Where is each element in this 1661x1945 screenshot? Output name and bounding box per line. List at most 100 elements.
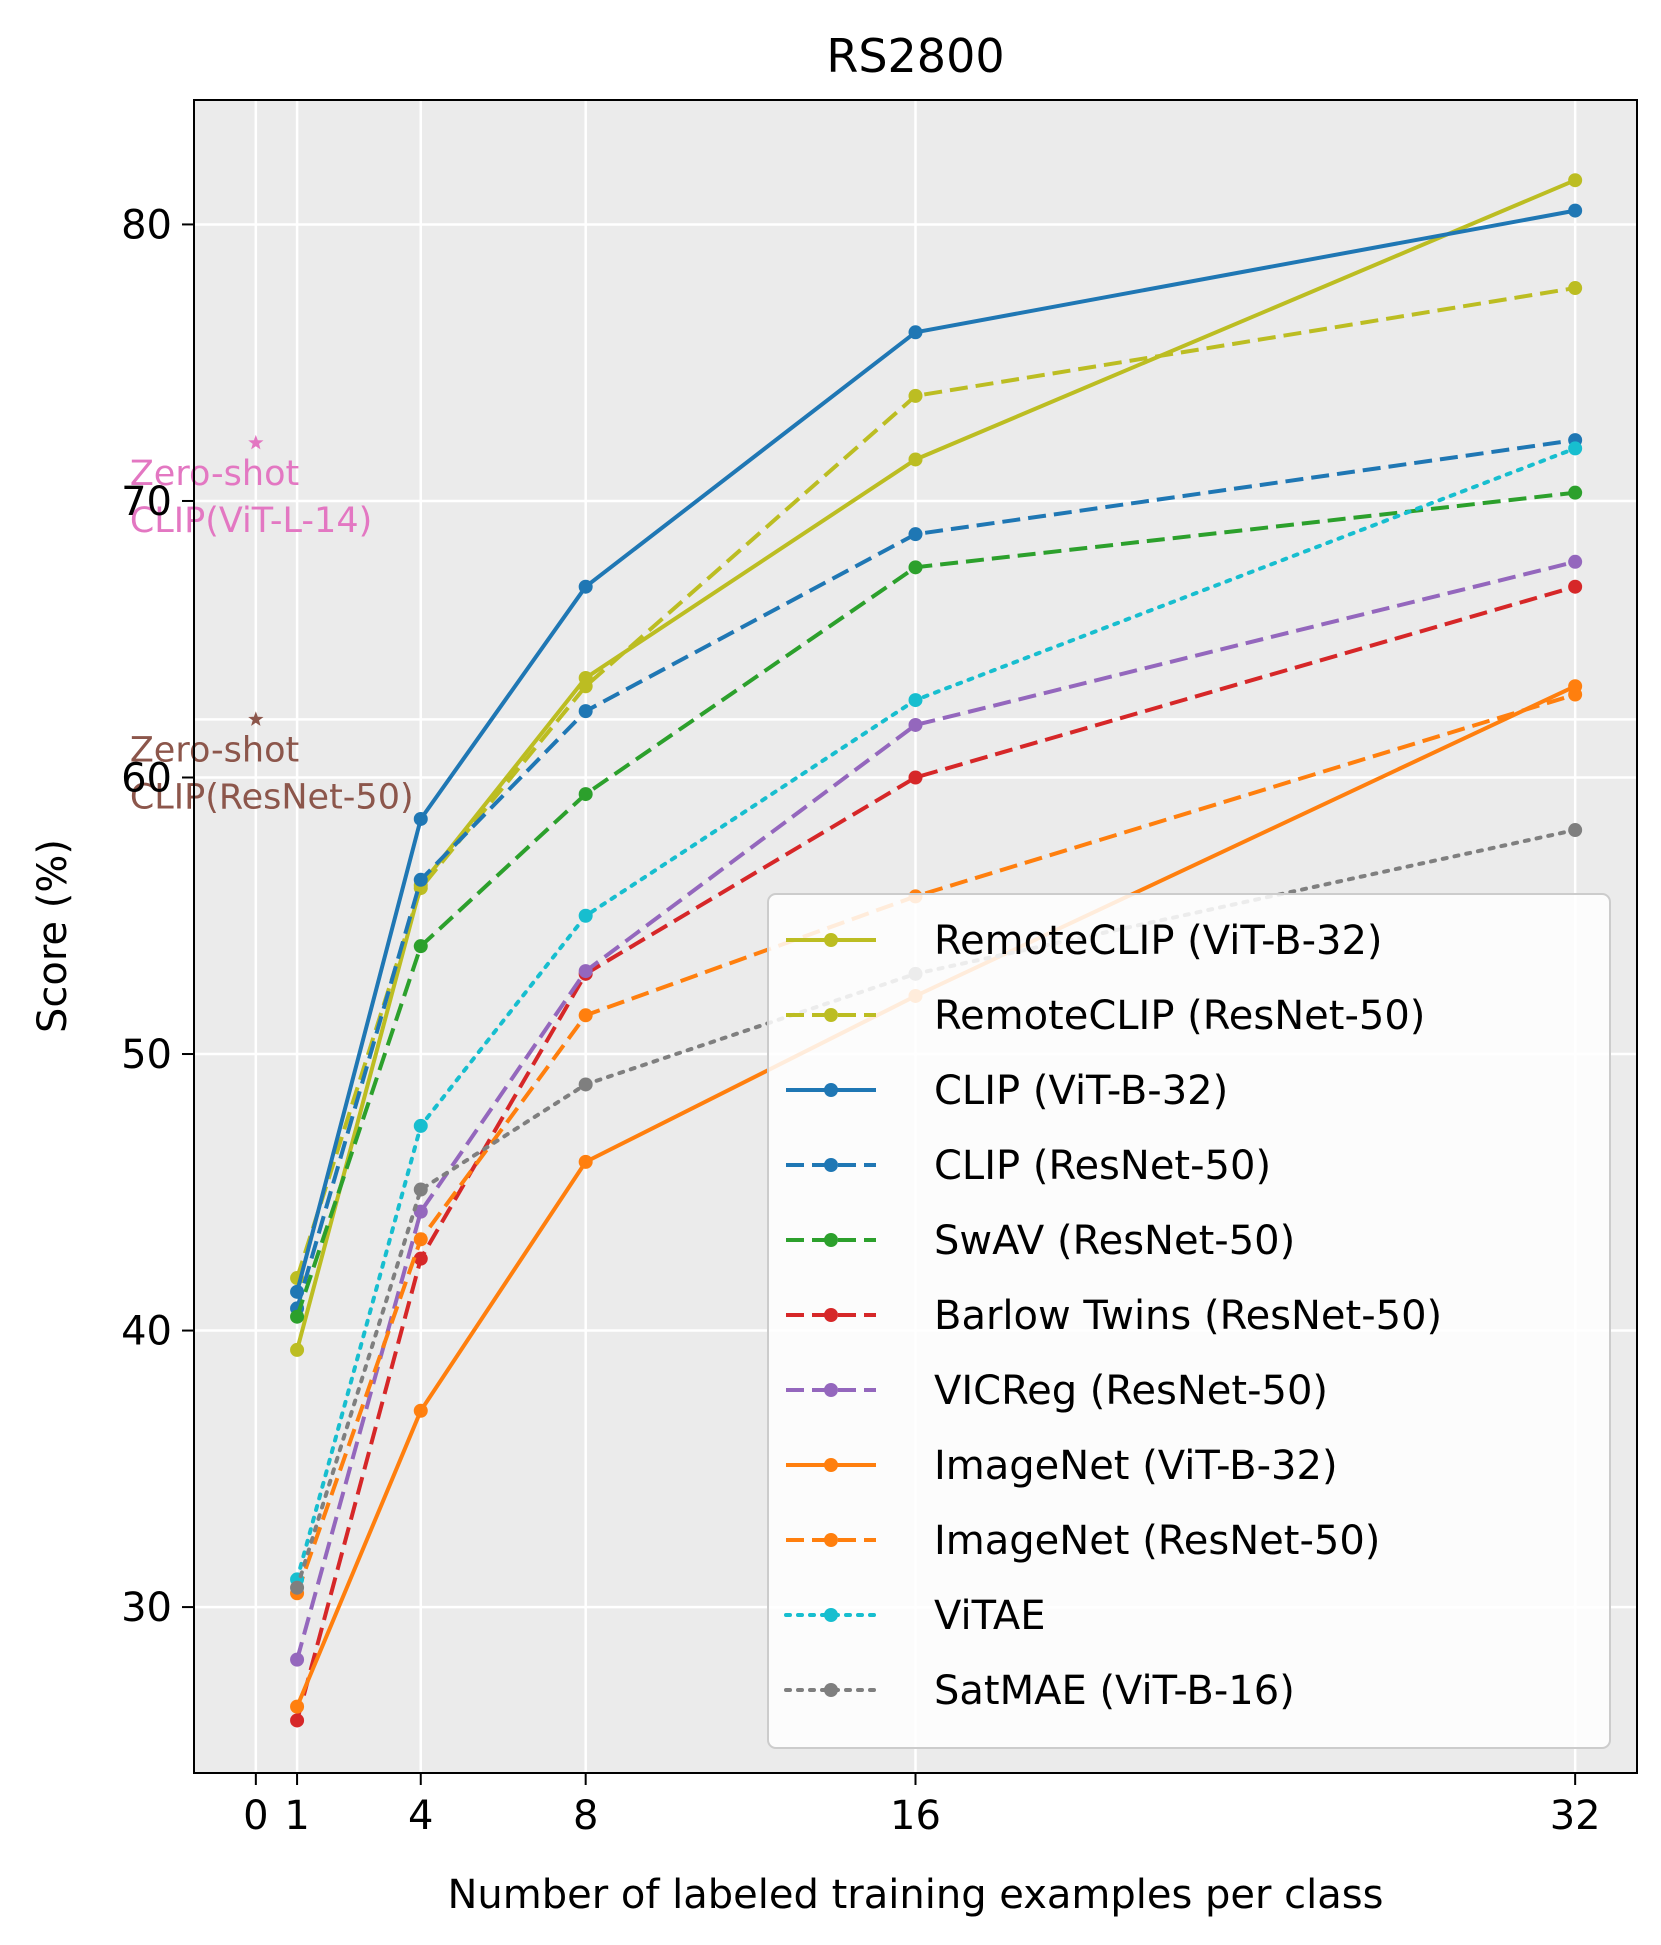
legend-item: ViTAE [784,1593,1046,1639]
y-tick-label: 30 [121,1585,172,1631]
data-point [908,452,923,467]
data-point [1568,281,1583,296]
legend-item: VICReg (ResNet-50) [786,1368,1328,1414]
legend-label: VICReg (ResNet-50) [934,1368,1328,1414]
data-point [413,1204,428,1219]
legend-marker [824,1458,838,1472]
data-point [1568,554,1583,569]
x-tick-label: 1 [284,1793,309,1839]
x-tick-label: 32 [1550,1793,1601,1839]
legend-marker [824,1608,838,1622]
data-point [290,1652,305,1667]
data-point [413,939,428,954]
x-tick-label: 16 [890,1793,941,1839]
series-4 [290,485,1583,1324]
series-2 [290,203,1583,1299]
legend-item: CLIP (ResNet-50) [786,1143,1271,1189]
legend-item: SatMAE (ViT-B-16) [784,1668,1295,1714]
data-point [578,908,593,923]
data-point [578,1077,593,1092]
zero-shot-star-icon [248,434,264,450]
legend-marker [824,1008,838,1022]
data-point [578,1008,593,1023]
data-point [413,1251,428,1266]
legend-label: SwAV (ResNet-50) [934,1218,1295,1264]
y-tick-label: 60 [121,755,172,801]
legend-label: ImageNet (ViT-B-32) [934,1443,1338,1489]
data-point [908,527,923,542]
x-tick-label: 8 [573,1793,598,1839]
data-point [413,1182,428,1197]
data-point [413,872,428,887]
zero-shot-group: Zero-shot CLIP(ViT-L-14) Zero-shot CLIP(Res… [130,434,414,817]
series-6 [290,554,1583,1667]
legend-marker [824,1383,838,1397]
zero-shot-label: CLIP(ResNet-50) [130,777,414,817]
data-point [908,560,923,575]
data-point [578,679,593,694]
data-point [1568,823,1583,838]
legend-item: Barlow Twins (ResNet-50) [786,1293,1442,1339]
y-axis-label: Score (%) [30,839,76,1033]
data-point [578,1154,593,1169]
data-point [290,1309,305,1324]
legend-label: CLIP (ResNet-50) [934,1143,1271,1189]
legend-label: SatMAE (ViT-B-16) [934,1668,1295,1714]
data-point [290,1342,305,1357]
data-point [1568,687,1583,702]
data-point [1568,579,1583,594]
data-point [908,388,923,403]
data-point [413,1403,428,1418]
zero-shot-label: CLIP(ViT-L-14) [130,501,372,541]
data-point [1568,485,1583,500]
data-point [413,811,428,826]
data-point [1568,203,1583,218]
legend-marker [824,1083,838,1097]
data-point [290,1713,305,1728]
data-point [413,1232,428,1247]
data-point [1568,441,1583,456]
axes: 0 1 4 8 16 32 30 40 50 60 70 80 [121,202,1601,1839]
data-point [290,1580,305,1595]
chart-title: RS2800 [826,29,1004,83]
legend-label: Barlow Twins (ResNet-50) [934,1293,1442,1339]
y-tick-label: 70 [121,479,172,525]
legend-box [767,893,1611,1749]
data-point [908,693,923,708]
legend-marker [824,1683,838,1697]
legend-label: RemoteCLIP (ViT-B-32) [934,918,1383,964]
data-point [908,770,923,785]
data-point [578,704,593,719]
legend-item: SwAV (ResNet-50) [786,1218,1295,1264]
legend-item: ImageNet (ViT-B-32) [786,1443,1338,1489]
legend-label: ImageNet (ResNet-50) [934,1518,1380,1564]
x-axis-label: Number of labeled training examples per … [448,1872,1384,1918]
data-point [578,787,593,802]
data-point [1568,173,1583,188]
x-tick-label: 4 [408,1793,433,1839]
zero-shot-star-icon [248,711,264,726]
legend-marker [824,1158,838,1172]
series-group [290,173,1583,1728]
data-point [908,717,923,732]
legend-item: RemoteCLIP (ViT-B-32) [786,918,1383,964]
zero-shot-label: Zero-shot [130,454,299,494]
zero-shot-label: Zero-shot [130,730,299,770]
data-point [578,964,593,979]
legend-item: ImageNet (ResNet-50) [786,1518,1380,1564]
legend: RemoteCLIP (ViT-B-32) RemoteCLIP (ResNet-… [767,893,1611,1749]
x-tick-label: 0 [243,1793,268,1839]
legend-item: RemoteCLIP (ResNet-50) [786,993,1425,1039]
data-point [578,579,593,594]
data-point [413,1118,428,1133]
legend-marker [824,1533,838,1547]
data-point [908,325,923,340]
data-point [290,1699,305,1714]
legend-marker [824,933,838,947]
legend-label: ViTAE [934,1593,1046,1639]
legend-label: CLIP (ViT-B-32) [934,1068,1228,1114]
legend-item: CLIP (ViT-B-32) [786,1068,1228,1114]
y-tick-label: 80 [121,202,172,248]
legend-marker [824,1308,838,1322]
